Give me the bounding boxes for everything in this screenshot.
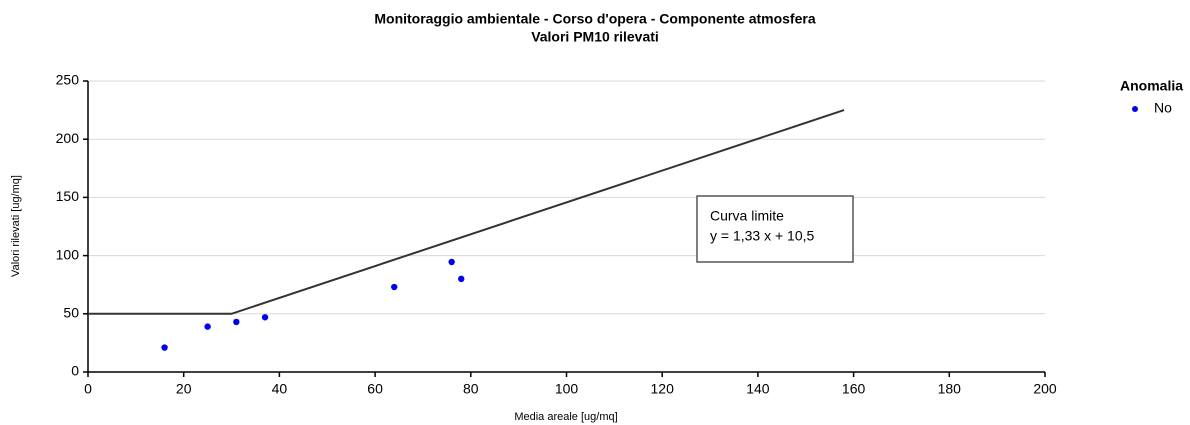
x-tick-label: 140 — [746, 381, 770, 397]
x-tick-label: 20 — [176, 381, 192, 397]
x-tick-label: 120 — [651, 381, 675, 397]
x-tick-label: 0 — [84, 381, 92, 397]
x-tick-label: 100 — [555, 381, 579, 397]
y-axis-label: Valori rilevati [ug/mq] — [10, 175, 22, 277]
legend-marker — [1132, 106, 1138, 112]
legend-label: No — [1154, 100, 1172, 116]
x-tick-label: 60 — [367, 381, 383, 397]
point — [391, 283, 398, 291]
x-tick-label: 160 — [842, 381, 866, 397]
x-tick-label: 80 — [463, 381, 479, 397]
x-tick-label: 40 — [272, 381, 288, 397]
legend-title: Anomalia — [1120, 78, 1183, 94]
y-tick-label: 250 — [56, 72, 80, 88]
y-tick-label: 200 — [56, 130, 80, 146]
annotation-box — [696, 195, 854, 263]
y-tick-label: 0 — [71, 363, 79, 379]
y-tick-label: 100 — [56, 246, 80, 262]
x-tick-label: 180 — [938, 381, 962, 397]
chart-title: Monitoraggio ambientale - Corso d'opera … — [374, 11, 815, 27]
y-tick-label: 50 — [63, 305, 79, 321]
x-tick-label: 200 — [1033, 381, 1057, 397]
annotation-text: Curva limite — [710, 208, 784, 224]
limit-line — [88, 109, 845, 315]
point — [233, 318, 240, 326]
y-tick-label: 150 — [56, 188, 80, 204]
point — [261, 314, 269, 321]
point — [448, 258, 455, 266]
point — [458, 275, 465, 283]
chart-subtitle: Valori PM10 rilevati — [531, 29, 659, 45]
point — [204, 323, 211, 330]
point — [161, 344, 168, 351]
x-axis-label: Media areale [ug/mq] — [514, 411, 617, 423]
annotation-text: y = 1,33 x + 10,5 — [710, 228, 815, 244]
